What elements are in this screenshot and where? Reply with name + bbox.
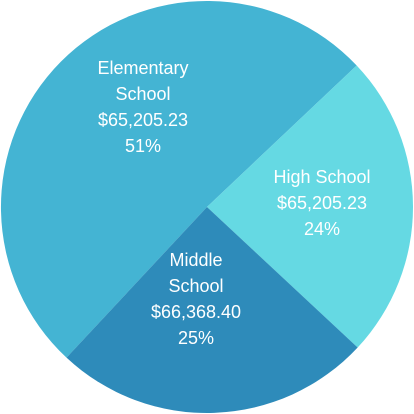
slice-label: High School $65,205.23 24% <box>273 167 370 239</box>
slice-percent: 51% <box>125 136 161 156</box>
slice-name: Middle <box>169 250 222 270</box>
slice-value: $65,205.23 <box>98 110 188 130</box>
slice-name: Elementary <box>97 58 188 78</box>
slice-name: School <box>168 276 223 296</box>
slice-percent: 24% <box>304 219 340 239</box>
pie-slice <box>66 207 358 413</box>
slice-label: Elementary School $65,205.23 51% <box>97 58 188 156</box>
slice-value: $65,205.23 <box>277 193 367 213</box>
pie-slice <box>0 0 357 358</box>
slice-percent: 25% <box>178 328 214 348</box>
pie-slice <box>207 65 413 348</box>
slice-name: High School <box>273 167 370 187</box>
pie-labels: Elementary School $65,205.23 51% High School… <box>97 58 370 348</box>
slice-value: $66,368.40 <box>151 302 241 322</box>
slice-name: School <box>115 84 170 104</box>
slice-label: Middle School $66,368.40 25% <box>151 250 241 348</box>
